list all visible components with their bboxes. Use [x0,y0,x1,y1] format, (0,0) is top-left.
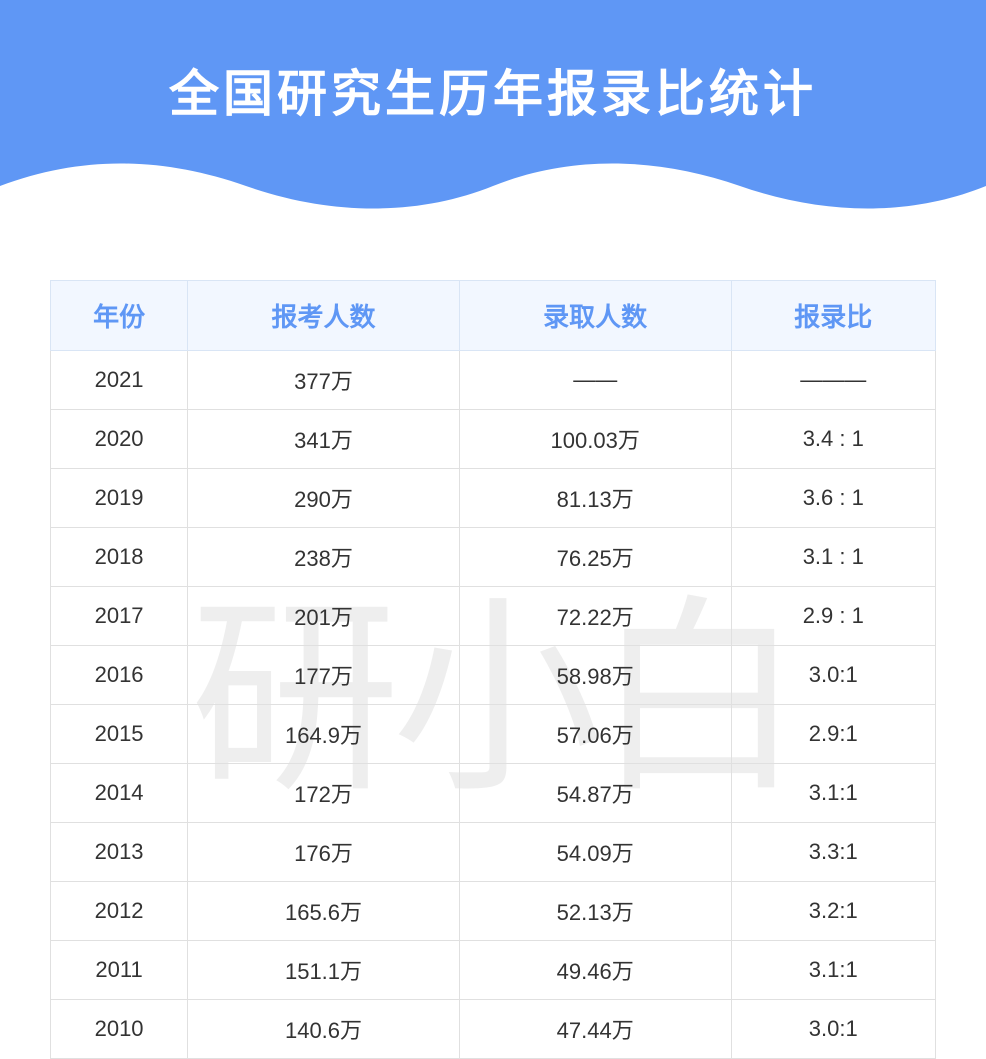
cell-applicants: 201万 [188,587,460,646]
cell-admitted: 72.22万 [459,587,731,646]
cell-year: 2012 [51,882,188,941]
cell-ratio: 3.3:1 [731,823,935,882]
cell-ratio: 2.9:1 [731,705,935,764]
cell-admitted: 49.46万 [459,941,731,1000]
cell-applicants: 164.9万 [188,705,460,764]
cell-admitted: 58.98万 [459,646,731,705]
cell-ratio: 3.0:1 [731,1000,935,1059]
cell-ratio: 3.1:1 [731,764,935,823]
cell-year: 2020 [51,410,188,469]
table-row: 2019 290万 81.13万 3.6 : 1 [51,469,936,528]
table-body: 2021 377万 —— ——— 2020 341万 100.03万 3.4 :… [51,351,936,1059]
table-row: 2011 151.1万 49.46万 3.1:1 [51,941,936,1000]
table-row: 2016 177万 58.98万 3.0:1 [51,646,936,705]
col-header-admitted: 录取人数 [459,281,731,351]
table-header-row: 年份 报考人数 录取人数 报录比 [51,281,936,351]
table-row: 2018 238万 76.25万 3.1 : 1 [51,528,936,587]
cell-applicants: 341万 [188,410,460,469]
cell-ratio: 3.6 : 1 [731,469,935,528]
page-title: 全国研究生历年报录比统计 [169,54,817,126]
cell-applicants: 165.6万 [188,882,460,941]
cell-year: 2018 [51,528,188,587]
cell-ratio: 3.0:1 [731,646,935,705]
cell-admitted: 47.44万 [459,1000,731,1059]
table-row: 2020 341万 100.03万 3.4 : 1 [51,410,936,469]
cell-year: 2013 [51,823,188,882]
cell-applicants: 176万 [188,823,460,882]
cell-admitted: 76.25万 [459,528,731,587]
cell-admitted: —— [459,351,731,410]
cell-ratio: ——— [731,351,935,410]
cell-year: 2010 [51,1000,188,1059]
cell-admitted: 54.09万 [459,823,731,882]
table-row: 2014 172万 54.87万 3.1:1 [51,764,936,823]
cell-applicants: 172万 [188,764,460,823]
cell-year: 2016 [51,646,188,705]
cell-ratio: 2.9 : 1 [731,587,935,646]
cell-admitted: 52.13万 [459,882,731,941]
table-row: 2013 176万 54.09万 3.3:1 [51,823,936,882]
cell-year: 2021 [51,351,188,410]
cell-admitted: 100.03万 [459,410,731,469]
banner-header: 全国研究生历年报录比统计 [0,0,986,210]
cell-year: 2014 [51,764,188,823]
cell-ratio: 3.4 : 1 [731,410,935,469]
cell-applicants: 238万 [188,528,460,587]
cell-ratio: 3.1:1 [731,941,935,1000]
col-header-applicants: 报考人数 [188,281,460,351]
wave-decoration [0,141,986,211]
cell-year: 2015 [51,705,188,764]
col-header-ratio: 报录比 [731,281,935,351]
cell-applicants: 140.6万 [188,1000,460,1059]
cell-applicants: 377万 [188,351,460,410]
cell-applicants: 177万 [188,646,460,705]
cell-admitted: 81.13万 [459,469,731,528]
stats-table: 年份 报考人数 录取人数 报录比 2021 377万 —— ——— 2020 3… [50,280,936,1059]
cell-year: 2019 [51,469,188,528]
table-row: 2015 164.9万 57.06万 2.9:1 [51,705,936,764]
cell-ratio: 3.1 : 1 [731,528,935,587]
table-row: 2017 201万 72.22万 2.9 : 1 [51,587,936,646]
cell-year: 2011 [51,941,188,1000]
table-row: 2012 165.6万 52.13万 3.2:1 [51,882,936,941]
cell-applicants: 151.1万 [188,941,460,1000]
col-header-year: 年份 [51,281,188,351]
cell-admitted: 54.87万 [459,764,731,823]
cell-year: 2017 [51,587,188,646]
table-container: 研小白 年份 报考人数 录取人数 报录比 2021 377万 —— ——— 20… [0,210,986,1059]
cell-ratio: 3.2:1 [731,882,935,941]
cell-applicants: 290万 [188,469,460,528]
table-row: 2021 377万 —— ——— [51,351,936,410]
table-row: 2010 140.6万 47.44万 3.0:1 [51,1000,936,1059]
cell-admitted: 57.06万 [459,705,731,764]
